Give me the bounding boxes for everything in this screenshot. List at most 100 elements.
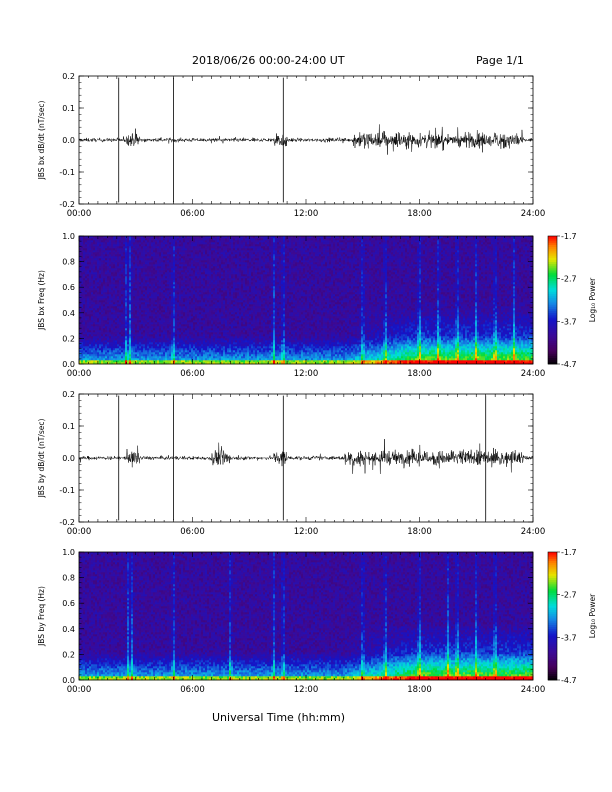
heatmap-cell — [227, 314, 229, 316]
heatmap-cell — [101, 314, 103, 316]
heatmap-cell — [97, 348, 99, 350]
heatmap-cell — [209, 270, 211, 272]
heatmap-cell — [147, 322, 149, 324]
heatmap-cell — [201, 296, 203, 298]
heatmap-cell — [173, 320, 175, 322]
heatmap-cell — [207, 284, 209, 286]
heatmap-cell — [189, 360, 191, 362]
heatmap-cell — [169, 276, 171, 278]
heatmap-cell — [227, 320, 229, 322]
heatmap-cell — [137, 354, 139, 356]
heatmap-cell — [133, 332, 135, 334]
heatmap-cell — [189, 238, 191, 240]
heatmap-cell — [95, 274, 97, 276]
heatmap-cell — [221, 282, 223, 284]
heatmap-cell — [99, 346, 101, 348]
heatmap-cell — [141, 334, 143, 336]
heatmap-cell — [107, 262, 109, 264]
heatmap-cell — [133, 284, 135, 286]
heatmap-cell — [197, 250, 199, 252]
heatmap-cell — [133, 346, 135, 348]
heatmap-cell — [231, 298, 233, 300]
heatmap-cell — [229, 308, 231, 310]
heatmap-cell — [187, 254, 189, 256]
heatmap-cell — [227, 254, 229, 256]
heatmap-cell — [97, 316, 99, 318]
heatmap-cell — [169, 292, 171, 294]
heatmap-cell — [89, 356, 91, 358]
heatmap-cell — [119, 336, 121, 338]
heatmap-cell — [173, 350, 175, 352]
heatmap-cell — [195, 292, 197, 294]
heatmap-cell — [141, 286, 143, 288]
heatmap-cell — [147, 240, 149, 242]
heatmap-cell — [171, 284, 173, 286]
heatmap-cell — [199, 308, 201, 310]
heatmap-cell — [211, 346, 213, 348]
heatmap-cell — [145, 332, 147, 334]
heatmap-cell — [163, 310, 165, 312]
heatmap-cell — [211, 300, 213, 302]
heatmap-cell — [161, 310, 163, 312]
heatmap-cell — [135, 310, 137, 312]
heatmap-cell — [87, 294, 89, 296]
heatmap-cell — [91, 330, 93, 332]
heatmap-cell — [137, 338, 139, 340]
heatmap-cell — [81, 306, 83, 308]
heatmap-cell — [225, 272, 227, 274]
heatmap-cell — [163, 324, 165, 326]
heatmap-cell — [219, 314, 221, 316]
heatmap-cell — [231, 306, 233, 308]
heatmap-cell — [85, 334, 87, 336]
heatmap-cell — [129, 356, 131, 358]
heatmap-cell — [155, 242, 157, 244]
heatmap-cell — [157, 350, 159, 352]
heatmap-cell — [157, 240, 159, 242]
heatmap-cell — [97, 246, 99, 248]
heatmap-cell — [175, 270, 177, 272]
heatmap-cell — [225, 300, 227, 302]
heatmap-cell — [131, 284, 133, 286]
heatmap-cell — [85, 286, 87, 288]
heatmap-cell — [163, 342, 165, 344]
heatmap-cell — [199, 316, 201, 318]
heatmap-cell — [233, 320, 235, 322]
heatmap-cell — [105, 296, 107, 298]
heatmap-cell — [137, 336, 139, 338]
heatmap-cell — [213, 354, 215, 356]
heatmap-cell — [95, 266, 97, 268]
heatmap-cell — [195, 336, 197, 338]
heatmap-cell — [205, 330, 207, 332]
heatmap-cell — [173, 268, 175, 270]
heatmap-cell — [119, 258, 121, 260]
heatmap-cell — [123, 356, 125, 358]
heatmap-cell — [101, 324, 103, 326]
heatmap-cell — [221, 238, 223, 240]
heatmap-cell — [225, 354, 227, 356]
heatmap-cell — [105, 356, 107, 358]
heatmap-cell — [111, 278, 113, 280]
heatmap-cell — [105, 252, 107, 254]
heatmap-cell — [219, 270, 221, 272]
heatmap-cell — [155, 276, 157, 278]
heatmap-cell — [149, 290, 151, 292]
heatmap-cell — [129, 298, 131, 300]
heatmap-cell — [153, 280, 155, 282]
heatmap-cell — [147, 344, 149, 346]
heatmap-cell — [199, 292, 201, 294]
heatmap-cell — [111, 290, 113, 292]
heatmap-cell — [151, 280, 153, 282]
heatmap-cell — [115, 282, 117, 284]
heatmap-cell — [125, 288, 127, 290]
heatmap-cell — [219, 242, 221, 244]
heatmap-cell — [87, 338, 89, 340]
heatmap-cell — [171, 310, 173, 312]
heatmap-cell — [155, 310, 157, 312]
heatmap-cell — [145, 244, 147, 246]
heatmap-cell — [207, 354, 209, 356]
heatmap-cell — [183, 270, 185, 272]
heatmap-cell — [177, 292, 179, 294]
heatmap-cell — [155, 256, 157, 258]
heatmap-cell — [117, 334, 119, 336]
